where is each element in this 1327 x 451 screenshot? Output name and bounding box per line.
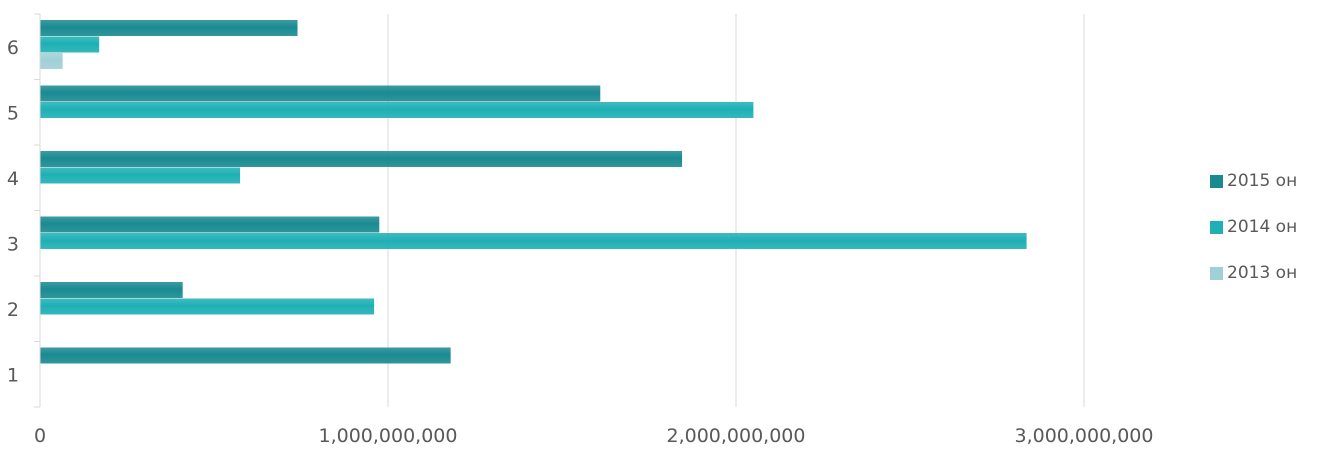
bar-2014-он-cat-2 <box>40 298 375 315</box>
bar-2014-он-cat-4 <box>40 167 241 184</box>
bar-2015-он-cat-4 <box>40 151 683 167</box>
bar-2015-он-cat-1 <box>40 347 451 364</box>
y-tick-label: 2 <box>7 299 19 321</box>
x-tick-label: 3,000,000,000 <box>1014 425 1153 447</box>
bar-2014-он-cat-5 <box>40 102 754 118</box>
grid <box>387 14 1085 407</box>
legend-label-2015: 2015 он <box>1227 171 1298 191</box>
legend-swatch-2013 <box>1210 266 1223 280</box>
legend-item-2015: 2015 он <box>1210 169 1320 193</box>
y-tick-label: 6 <box>7 37 19 59</box>
bar-2015-он-cat-3 <box>40 216 380 233</box>
legend-swatch-2015 <box>1210 174 1223 188</box>
bar-2014-он-cat-3 <box>40 233 1027 249</box>
legend-swatch-2014 <box>1210 220 1223 234</box>
axes: 0 1,000,000,000 2,000,000,000 3,000,000,000… <box>7 13 1154 447</box>
bar-2015-он-cat-2 <box>40 282 183 298</box>
legend-label-2013: 2013 он <box>1227 263 1298 283</box>
bar-2013-он-cat-6 <box>40 53 63 69</box>
bars <box>40 20 1027 364</box>
x-tick-label: 2,000,000,000 <box>666 425 805 447</box>
y-tick-label: 5 <box>7 102 19 124</box>
x-tick-label: 1,000,000,000 <box>318 425 457 447</box>
x-tick-label: 0 <box>34 425 46 447</box>
bar-2015-он-cat-5 <box>40 85 601 102</box>
legend: 2015 он 2014 он 2013 он <box>1210 169 1320 307</box>
bar-2014-он-cat-6 <box>40 36 100 53</box>
legend-item-2013: 2013 он <box>1210 261 1320 285</box>
y-tick-label: 1 <box>7 364 19 386</box>
y-tick-label: 3 <box>7 233 19 255</box>
legend-label-2014: 2014 он <box>1227 217 1298 237</box>
y-tick-label: 4 <box>7 168 19 190</box>
legend-item-2014: 2014 он <box>1210 215 1320 239</box>
bar-2015-он-cat-6 <box>40 20 298 36</box>
